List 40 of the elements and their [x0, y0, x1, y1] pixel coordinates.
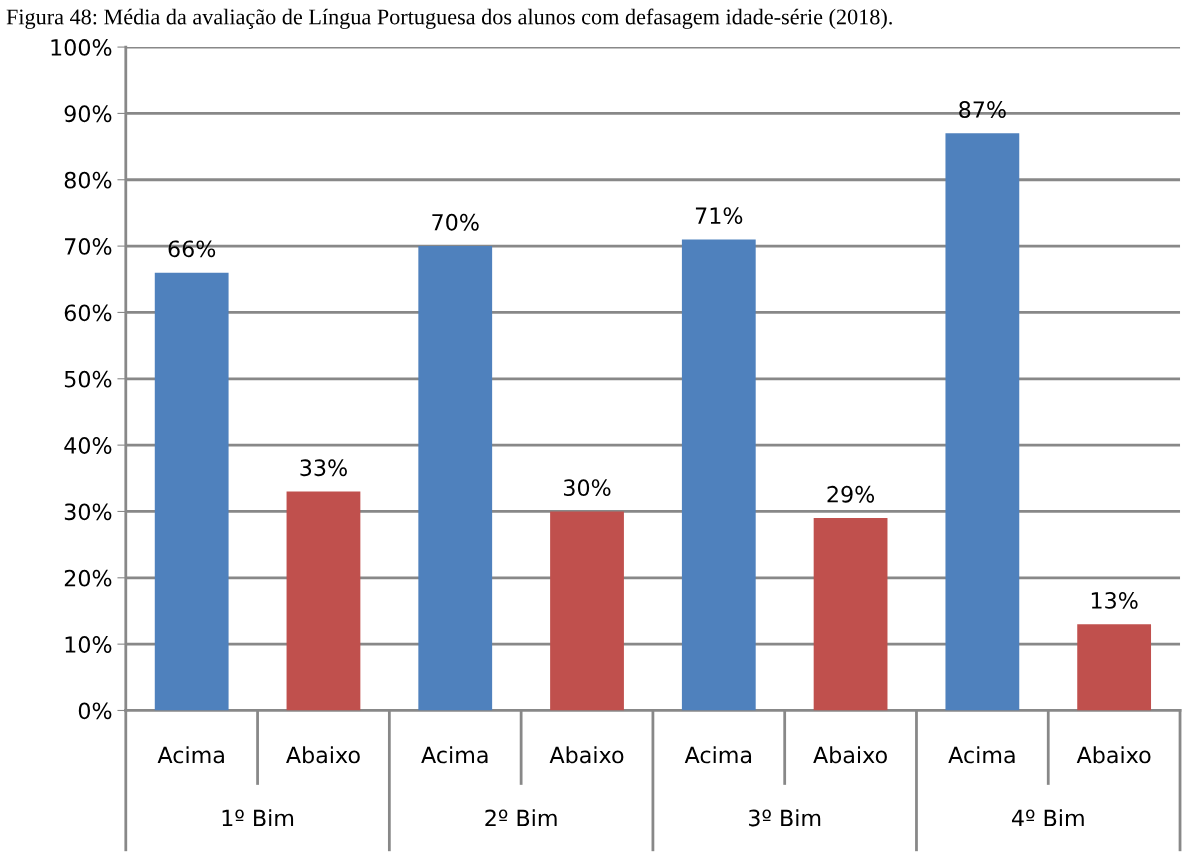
x-tick-label: Abaixo	[286, 746, 360, 764]
bar	[681, 239, 756, 711]
data-label: 66%	[168, 240, 216, 258]
x-tick-label: Abaixo	[1076, 746, 1151, 764]
x-tick-label: Abaixo	[813, 746, 887, 764]
data-label: 71%	[695, 207, 743, 225]
x-tick-label: Acima	[157, 746, 224, 764]
bar	[154, 272, 229, 711]
text: 1º Bim	[222, 809, 294, 827]
data-label: 70%	[432, 213, 479, 231]
y-tick-label: 80%	[64, 171, 112, 189]
x-tick-label: Acima	[948, 746, 1015, 764]
y-tick-label: 0%	[78, 702, 112, 720]
y-tick-label: 90%	[64, 105, 112, 123]
y-tick-label: 60%	[64, 304, 112, 322]
bar	[945, 133, 1020, 711]
bar	[550, 511, 624, 711]
bar	[418, 246, 493, 711]
y-tick-label: 10%	[65, 636, 112, 653]
text: 4º Bim	[1011, 809, 1084, 827]
data-label: 33%	[300, 459, 347, 477]
bar	[286, 491, 361, 711]
chart-title: Figura 48: Média da avaliação de Língua Portuguesa dos alunos com defasagem idade-série (2018).	[6, 8, 892, 29]
y-tick-label: 20%	[64, 569, 112, 587]
data-label: 13%	[1091, 592, 1138, 609]
x-tick-label: Abaixo	[549, 746, 624, 764]
data-label: 87%	[959, 101, 1006, 118]
x-tick-label: Acima	[684, 746, 752, 764]
x-tick-label: Acima	[421, 746, 488, 764]
y-tick-label: 50%	[64, 370, 112, 388]
y-tick-label: 40%	[64, 437, 112, 454]
data-label: 30%	[564, 479, 611, 497]
bar	[813, 518, 888, 711]
y-tick-label: 100%	[51, 39, 112, 56]
y-tick-label: 70%	[65, 238, 112, 255]
data-label: 29%	[827, 485, 875, 503]
text: 3º Bim	[749, 809, 821, 827]
bar	[1077, 624, 1152, 711]
text: 2º Bim	[485, 809, 557, 827]
y-tick-label: 30%	[64, 503, 112, 521]
